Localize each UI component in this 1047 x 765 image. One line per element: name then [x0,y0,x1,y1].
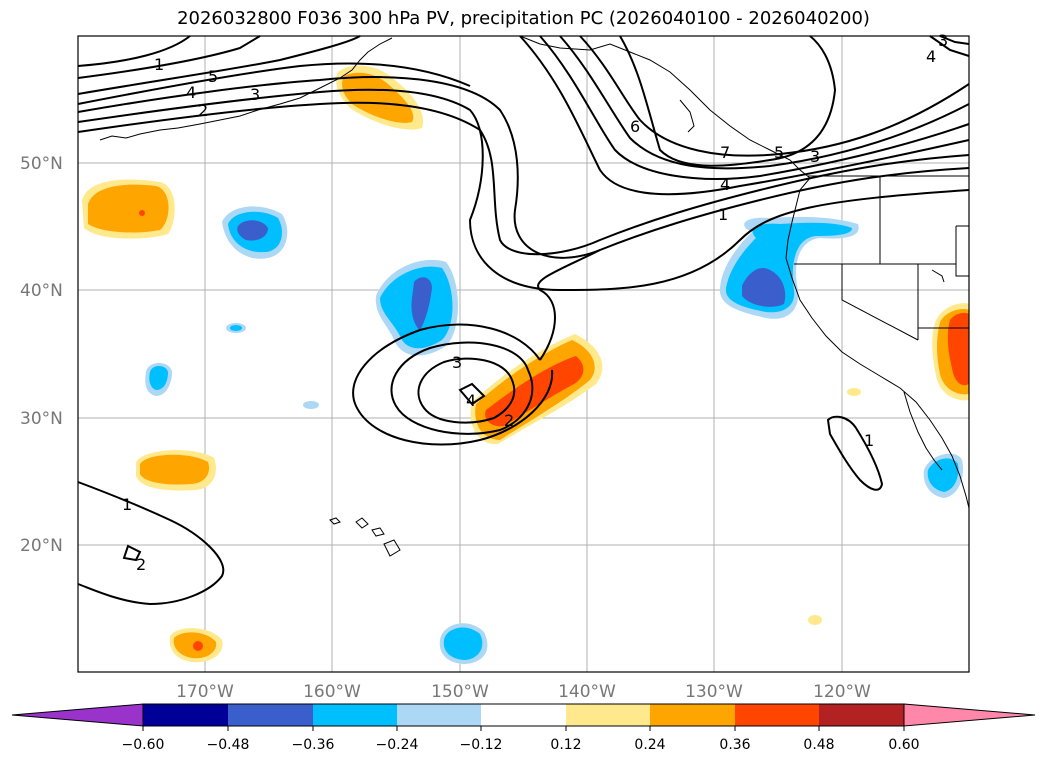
contour-label: 5 [208,67,218,86]
colorbar-segment [566,704,650,726]
lat-labels: 50°N 40°N 30°N 20°N [20,154,63,556]
contour-label: 1 [864,431,874,450]
contour-label: 2 [504,411,514,430]
contour-label: 6 [630,117,640,136]
map-title: 2026032800 F036 300 hPa PV, precipitatio… [177,8,870,29]
colorbar-segment [228,704,313,726]
colorbar-tick: 0.36 [719,737,750,753]
lon-label: 150°W [431,682,489,702]
lat-label: 20°N [20,536,63,556]
contour-label: 4 [186,83,196,102]
lon-label: 160°W [303,682,361,702]
contour-label: 1 [718,205,728,224]
colorbar-segment [313,704,397,726]
gridlines [78,36,969,672]
contour-label: 3 [250,85,260,104]
contour-label: 1 [154,55,164,74]
contour-label: 7 [720,143,730,162]
contour-label: 5 [774,143,784,162]
colorbar-tick: −0.24 [376,737,419,753]
colorbar-tick: 0.48 [803,737,834,753]
contour-label: 2 [198,101,208,120]
lat-label: 30°N [20,409,63,429]
colorbar-segment [143,704,228,726]
contour-label: 4 [720,175,730,194]
lon-label: 120°W [813,682,871,702]
contour-label: 4 [926,47,936,66]
colorbar-tick: −0.36 [292,737,335,753]
colorbar-extend-right [903,703,1036,727]
contour-label: 4 [466,391,476,410]
lon-label: 130°W [685,682,743,702]
lon-labels: 170°W 160°W 150°W 140°W 130°W 120°W [176,682,871,702]
colorbar-extend-left [11,703,144,727]
contour-label: 1 [122,495,132,514]
contour-label: 3 [810,147,820,166]
colorbar-segment [819,704,904,726]
colorbar-tick: −0.60 [122,737,165,753]
contour-label: 3 [938,31,948,50]
pv-contours [77,35,970,606]
contour-label: 2 [136,555,146,574]
colorbar-tick: 0.12 [550,737,581,753]
lat-label: 50°N [20,154,63,174]
map-plot-area [78,36,969,672]
colorbar-segment [481,704,566,726]
colorbar: −0.60 −0.48 −0.36 −0.24 −0.12 0.12 0.24 … [11,703,1036,753]
colorbar-tick: 0.60 [888,737,919,753]
colorbar-tick: −0.48 [207,737,250,753]
map-frame [77,35,970,673]
colorbar-tick: −0.12 [460,737,503,753]
contour-label: 3 [452,353,462,372]
lon-label: 140°W [558,682,616,702]
colorbar-segment [397,704,481,726]
contour-label-group: 1 5 4 3 2 6 7 5 3 4 1 4 3 4 3 2 1 2 1 [122,31,948,574]
colorbar-tick: 0.24 [634,737,665,753]
lat-label: 40°N [20,281,63,301]
colorbar-segment [650,704,735,726]
lon-label: 170°W [176,682,234,702]
colorbar-segment [735,704,819,726]
colorbar-outline [142,703,905,727]
precip-shading [82,65,969,664]
